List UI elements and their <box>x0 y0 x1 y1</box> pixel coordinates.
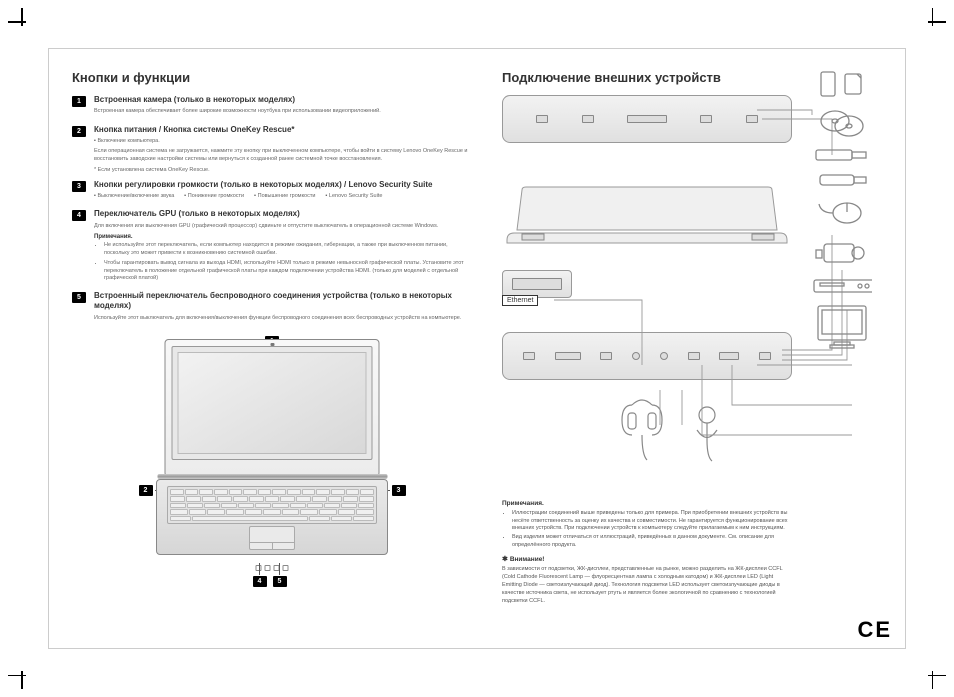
feature-title: Встроенная камера (только в некоторых мо… <box>94 95 472 105</box>
laptop-illustration: 1 2 3 <box>145 339 400 557</box>
ethernet-label: Ethernet <box>502 295 538 306</box>
callout-badge: 4 <box>72 210 86 221</box>
leader-line <box>279 563 280 575</box>
headset-mic-illustration <box>612 395 752 465</box>
status-icons-row <box>256 565 289 571</box>
port-icon <box>688 352 700 360</box>
port-view-rear <box>502 95 792 143</box>
feature-item: 5 Встроенный переключатель беспроводного… <box>72 291 472 325</box>
vol-down-icon: Понижение громкости <box>184 193 244 199</box>
notes-header: Примечания. <box>502 500 792 507</box>
audio-jack-icon <box>632 352 640 360</box>
mute-icon: Выключение/включение звука <box>94 193 174 199</box>
feature-title: Переключатель GPU (только в некоторых мо… <box>94 209 472 219</box>
note-item: Не используйте этот переключатель, если … <box>104 242 472 257</box>
port-icon <box>582 115 594 123</box>
port-view-rear-2 <box>502 332 792 380</box>
rescue-desc: Если операционная система не загружается… <box>94 148 472 163</box>
port-icon <box>627 115 667 123</box>
device-mouse <box>812 198 872 228</box>
crop-mark-tl <box>8 8 36 36</box>
device-dvd-player <box>812 278 872 294</box>
port-icon <box>512 278 562 290</box>
crop-mark-tr <box>918 8 946 36</box>
callout-badge: 4 <box>253 576 267 587</box>
callout-badge: 5 <box>273 576 287 587</box>
volume-icons: Выключение/включение звука Понижение гро… <box>94 193 472 199</box>
callout-badge: 3 <box>72 181 86 192</box>
port-icon <box>719 352 739 360</box>
port-icon <box>759 352 771 360</box>
right-notes: Примечания. Иллюстрации соединений выше … <box>502 500 792 606</box>
keyboard <box>167 486 377 524</box>
feature-item: 3 Кнопки регулировки громкости (только в… <box>72 180 472 203</box>
port-icon <box>555 352 581 360</box>
screen-bezel <box>172 346 373 460</box>
laptop-screen <box>165 339 380 477</box>
leader-line <box>259 563 260 575</box>
notes-list: Иллюстрации соединений выше приведены то… <box>502 510 792 549</box>
audio-jack-icon <box>660 352 668 360</box>
port-icon <box>600 352 612 360</box>
feature-title: Кнопка питания / Кнопка системы OneKey R… <box>94 125 472 135</box>
device-discs <box>812 108 872 138</box>
attention-header: Внимание! <box>502 555 544 563</box>
devices-column <box>800 70 884 350</box>
power-label-row: Включение компьютера. <box>94 138 472 144</box>
notes-header: Примечания. <box>94 234 472 240</box>
left-column: Кнопки и функции 1 Встроенная камера (то… <box>72 70 472 637</box>
notes-list: Не используйте этот переключатель, если … <box>94 242 472 282</box>
footnote: * Если установлена система OneKey Rescue… <box>94 167 472 174</box>
feature-item: 4 Переключатель GPU (только в некоторых … <box>72 209 472 285</box>
power-label: Включение компьютера. <box>94 138 160 144</box>
callout-badge: 2 <box>139 485 153 496</box>
status-icon <box>283 565 289 571</box>
feature-title: Встроенный переключатель беспроводного с… <box>94 291 472 312</box>
feature-item: 2 Кнопка питания / Кнопка системы OneKey… <box>72 125 472 174</box>
port-view-front-open <box>502 185 792 245</box>
callout-badge: 1 <box>72 96 86 107</box>
callout-badge: 3 <box>392 485 406 496</box>
vol-up-icon: Повышение громкости <box>254 193 315 199</box>
device-usb-stick <box>812 148 872 162</box>
note-item: Иллюстрации соединений выше приведены то… <box>512 510 792 533</box>
touchpad <box>249 526 295 550</box>
note-item: Вид изделия может отличаться от иллюстра… <box>512 534 792 549</box>
callout-badge: 2 <box>72 126 86 137</box>
feature-item: 1 Встроенная камера (только в некоторых … <box>72 95 472 119</box>
right-column: Подключение внешних устройств Ethernet <box>502 70 882 637</box>
crop-mark-br <box>918 661 946 689</box>
crop-mark-bl <box>8 661 36 689</box>
left-heading: Кнопки и функции <box>72 70 472 85</box>
feature-title: Кнопки регулировки громкости (только в н… <box>94 180 472 190</box>
port-icon <box>536 115 548 123</box>
port-icon <box>523 352 535 360</box>
device-camcorder <box>812 238 872 268</box>
device-phone-sd <box>812 70 872 98</box>
port-icon <box>700 115 712 123</box>
callout-badge: 5 <box>72 292 86 303</box>
note-item: Чтобы гарантировать вывод сигнала из вых… <box>104 260 472 283</box>
attention-text: В зависимости от подсветки, ЖК-дисплеи, … <box>502 566 792 606</box>
feature-desc: Для включения или выключения GPU (графич… <box>94 223 472 231</box>
feature-desc: Используйте этот выключатель для включен… <box>94 315 472 323</box>
expresscard-slot <box>502 270 572 298</box>
status-icon <box>265 565 271 571</box>
feature-desc: Встроенная камера обеспечивает более шир… <box>94 108 472 116</box>
ce-mark: CE <box>857 617 892 643</box>
security-suite-icon: Lenovo Security Suite <box>325 193 382 199</box>
device-usb-receiver <box>812 172 872 188</box>
laptop-base <box>156 479 388 555</box>
port-icon <box>746 115 758 123</box>
device-monitor <box>812 304 872 350</box>
